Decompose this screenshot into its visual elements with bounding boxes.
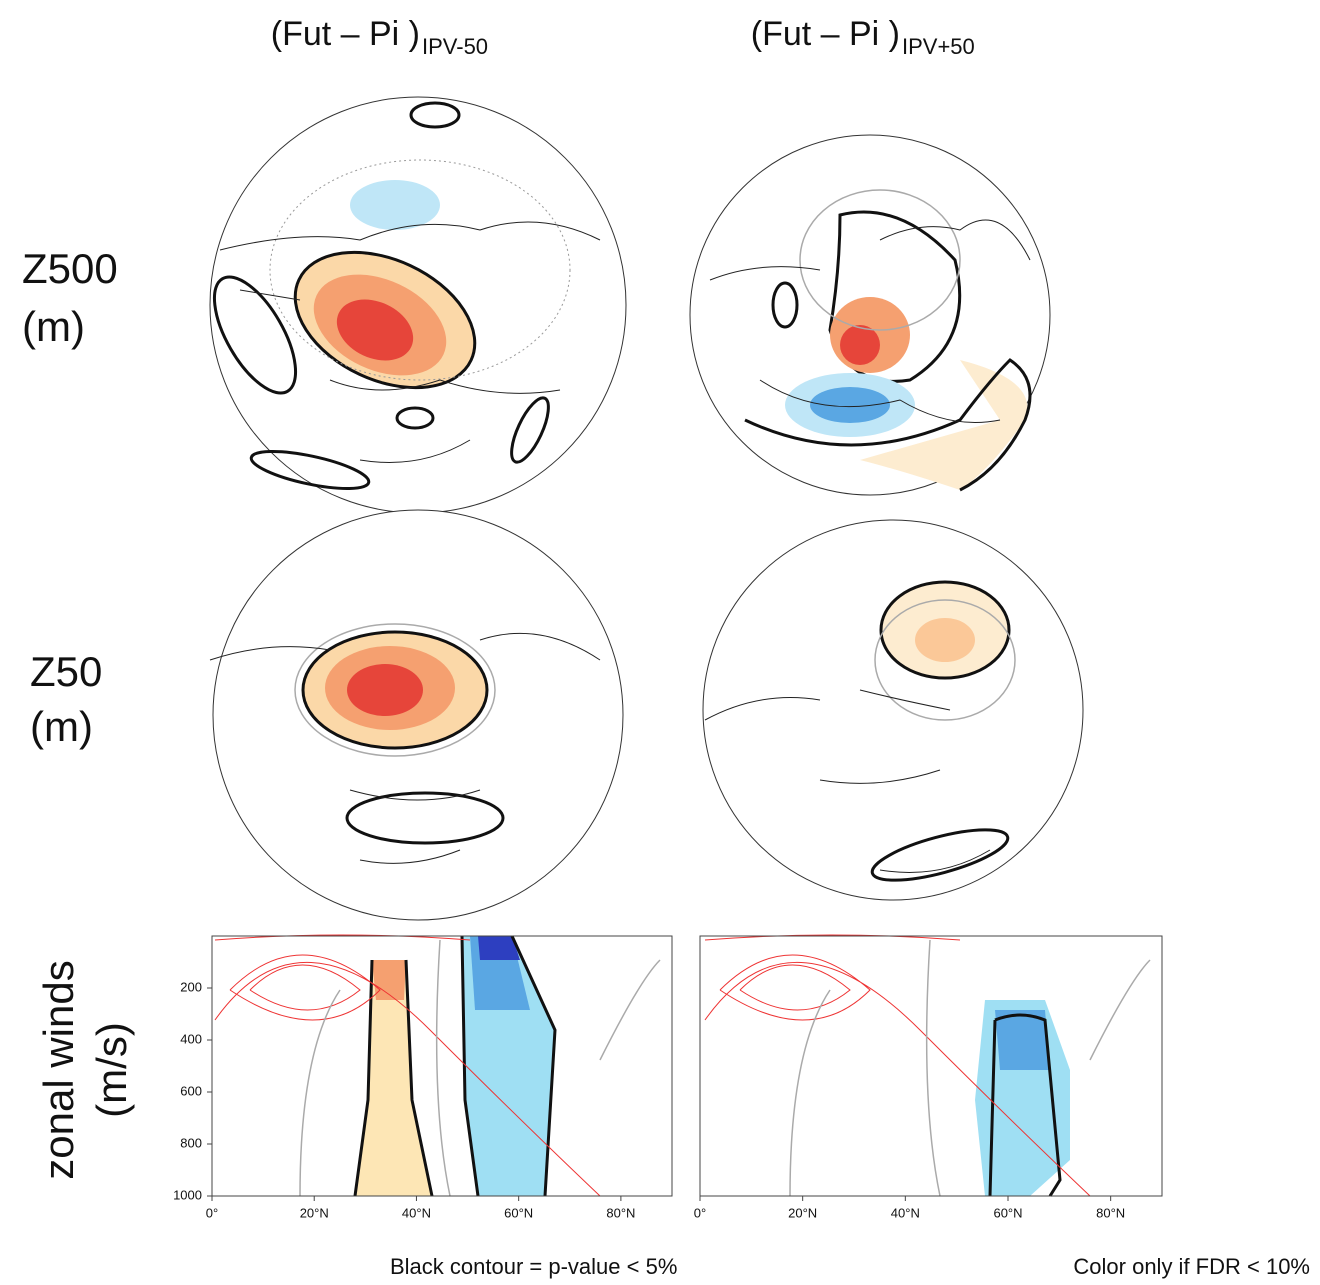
map-z500-left: [209, 96, 627, 514]
y-tick-label: 200: [180, 979, 202, 994]
map-z500-right: [689, 134, 1051, 496]
x-tick-label: 40°N: [402, 1205, 431, 1220]
x-tick-label: 0°: [694, 1205, 706, 1220]
row-label: zonal winds: [35, 960, 82, 1179]
y-tick-label: 1000: [173, 1187, 202, 1202]
x-tick-label: 80°N: [606, 1205, 635, 1220]
x-tick-label: 20°N: [788, 1205, 817, 1220]
row-label: Z500: [22, 245, 118, 292]
column-title: (Fut – Pi ): [271, 15, 420, 53]
map-z50-right: [702, 519, 1084, 901]
x-tick-label: 60°N: [504, 1205, 533, 1220]
column-title: (Fut – Pi ): [751, 15, 900, 53]
x-tick-label: 80°N: [1096, 1205, 1125, 1220]
y-tick-label: 800: [180, 1135, 202, 1150]
x-tick-label: 60°N: [993, 1205, 1022, 1220]
note: Black contour = p-value < 5%: [390, 1254, 677, 1279]
row-label: (m): [22, 303, 85, 350]
x-tick-label: 40°N: [891, 1205, 920, 1220]
y-tick-label: 400: [180, 1031, 202, 1046]
row-label: Z50: [30, 648, 102, 695]
plot-frame: [699, 935, 1163, 1197]
row-label: (m): [30, 703, 93, 750]
plot-frame: [211, 935, 673, 1197]
x-tick-label: 0°: [206, 1205, 218, 1220]
row-label: (m/s): [88, 1022, 135, 1118]
column-subscript: IPV+50: [902, 34, 975, 59]
map-z50-left: [209, 509, 624, 921]
x-tick-label: 20°N: [300, 1205, 329, 1220]
column-subscript: IPV-50: [422, 34, 488, 59]
y-tick-label: 600: [180, 1083, 202, 1098]
section-left-shading: [214, 934, 661, 1197]
note: Color only if FDR < 10%: [1073, 1254, 1310, 1279]
section-right-shading: [704, 934, 1151, 1197]
